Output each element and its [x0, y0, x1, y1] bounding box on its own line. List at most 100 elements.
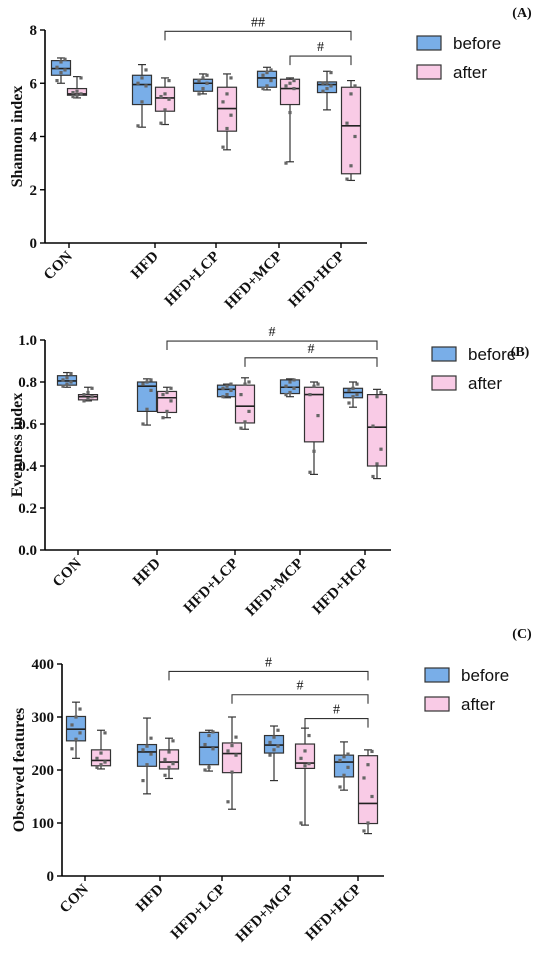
- data-point: [171, 762, 175, 766]
- data-point: [345, 177, 349, 181]
- x-tick-label: HFD+LCP: [168, 882, 229, 943]
- legend: before after: [416, 34, 501, 82]
- data-point: [329, 84, 333, 88]
- data-point: [141, 382, 145, 386]
- significance-bracket: #: [304, 703, 369, 728]
- data-point: [161, 416, 165, 420]
- data-point: [163, 92, 167, 96]
- x-tick-label: HFD+LCP: [181, 556, 242, 617]
- data-point: [63, 68, 67, 72]
- data-point: [346, 765, 350, 769]
- data-point: [230, 770, 234, 774]
- data-point: [75, 89, 79, 93]
- box-before-HFD+MCP: [263, 725, 285, 782]
- legend-swatch-before: [416, 35, 442, 51]
- data-point: [225, 92, 229, 96]
- data-point: [225, 126, 229, 131]
- data-point: [325, 81, 329, 85]
- data-point: [65, 382, 69, 386]
- data-point: [329, 71, 333, 75]
- data-point: [284, 393, 288, 397]
- x-tick-label: HFD+MCP: [233, 882, 297, 946]
- data-point: [226, 749, 230, 753]
- data-point: [379, 390, 383, 395]
- data-point: [225, 384, 229, 388]
- data-point: [338, 758, 342, 763]
- x-tick-label: HFD+MCP: [243, 556, 307, 620]
- significance-label: #: [269, 325, 276, 340]
- significance-bracket: #: [166, 325, 378, 351]
- data-point: [136, 81, 140, 85]
- bracket-line: [289, 55, 352, 66]
- data-point: [292, 378, 296, 382]
- y-tick-label: 0.6: [18, 417, 37, 433]
- y-tick-label: 8: [30, 23, 38, 39]
- significance-label: ##: [251, 15, 265, 30]
- box-body: [340, 86, 362, 175]
- data-point: [261, 86, 265, 91]
- y-tick-label: 100: [32, 816, 55, 832]
- data-point: [284, 161, 288, 165]
- data-point: [71, 90, 75, 95]
- data-point: [355, 393, 359, 397]
- box-after-HFD+LCP: [216, 73, 238, 151]
- data-point: [78, 731, 82, 735]
- data-point: [61, 384, 65, 388]
- legend-swatch-before: [424, 667, 450, 683]
- box-after-CON: [66, 75, 88, 99]
- data-point: [268, 753, 272, 757]
- data-point: [229, 76, 233, 80]
- data-point: [95, 765, 99, 769]
- data-point: [61, 378, 65, 382]
- panel-label: (B): [511, 345, 530, 360]
- data-point: [141, 422, 145, 426]
- data-point: [145, 380, 149, 384]
- box-before-HFD+LCP: [198, 729, 220, 772]
- data-point: [59, 60, 63, 64]
- data-point: [203, 742, 207, 747]
- data-point: [239, 393, 243, 397]
- data-point: [265, 84, 269, 88]
- box-before-HFD+MCP: [279, 378, 301, 398]
- data-point: [351, 386, 355, 390]
- box-body: [136, 743, 158, 767]
- box-after-HFD+LCP: [221, 716, 243, 810]
- data-point: [371, 474, 375, 479]
- data-point: [268, 740, 272, 745]
- data-point: [288, 81, 292, 85]
- significance-label: #: [333, 703, 340, 718]
- data-point: [90, 395, 94, 399]
- data-point: [353, 134, 357, 139]
- data-point: [211, 730, 215, 734]
- data-point: [201, 86, 205, 91]
- legend-swatch-after: [424, 696, 450, 712]
- data-point: [197, 78, 201, 83]
- data-point: [247, 380, 251, 384]
- legend-swatch-after: [416, 64, 442, 80]
- box-body: [366, 394, 388, 467]
- box-before-HFD+LCP: [192, 73, 214, 96]
- bracket-line: [304, 718, 369, 728]
- box-after-HFD+HCP: [366, 388, 388, 480]
- y-tick-label: 0.0: [18, 543, 37, 559]
- box-body: [234, 384, 256, 424]
- data-point: [221, 386, 225, 390]
- significance-label: #: [308, 342, 315, 357]
- x-tick-label: CON: [50, 555, 85, 590]
- x-tick-label: HFD: [133, 881, 167, 915]
- box-body: [333, 754, 355, 778]
- data-point: [205, 73, 209, 77]
- box-body: [303, 386, 325, 443]
- legend-label-before: before: [461, 666, 509, 685]
- data-point: [370, 794, 374, 799]
- data-point: [103, 760, 107, 764]
- data-point: [201, 76, 205, 80]
- data-point: [59, 71, 63, 75]
- data-point: [375, 462, 379, 466]
- data-point: [353, 84, 357, 88]
- data-point: [371, 424, 375, 428]
- data-point: [312, 384, 316, 388]
- data-point: [79, 92, 83, 96]
- y-tick-label: 0.4: [18, 459, 37, 475]
